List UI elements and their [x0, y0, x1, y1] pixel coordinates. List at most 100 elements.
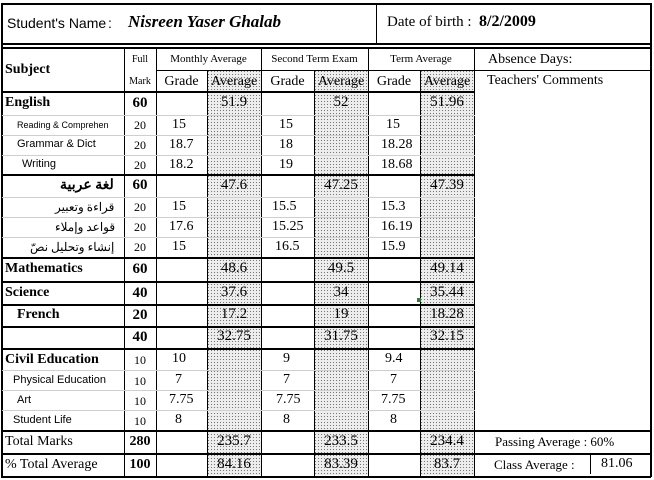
grid-line	[2, 135, 475, 136]
monthly-grade-value: 7.75	[169, 392, 194, 407]
full-mark-header-mark: Mark	[129, 76, 151, 87]
term-grade-value: 9.4	[385, 351, 403, 366]
subject-label: Writing	[22, 158, 57, 170]
monthly-average-column-shade	[207, 70, 261, 475]
grid-line	[1, 326, 475, 328]
term-grade-value: 15.3	[381, 199, 406, 214]
monthly-grade-value: 15	[172, 199, 186, 214]
percent-second-average: 83.39	[324, 456, 358, 472]
subject-label: French	[17, 307, 60, 322]
second-term-header: Second Term Exam	[271, 53, 358, 65]
class-average-box	[590, 454, 644, 474]
term-grade-value: 7.75	[381, 392, 406, 407]
monthly-grade-value: 15	[172, 239, 186, 254]
monthly-average-value: 32.75	[217, 328, 251, 344]
monthly-grade-value: 7	[175, 372, 182, 387]
grid-line	[1, 430, 651, 432]
term-grade-header: Grade	[376, 74, 412, 89]
grid-line	[2, 115, 475, 116]
term-average-subheader: Average	[423, 74, 471, 89]
dob-label: Date of birth :	[387, 14, 472, 30]
grid-line	[2, 370, 475, 371]
term-grade-value: 16.19	[381, 219, 413, 234]
monthly-grade-value: 18.7	[169, 137, 194, 152]
subject-label: Reading & Comprehen	[17, 120, 109, 130]
grid-line	[1, 476, 651, 478]
grid-line	[474, 47, 475, 477]
dob-value: 8/2/2009	[479, 13, 536, 30]
subject-label: لغة عربية	[60, 178, 114, 193]
grid-line	[1, 47, 651, 49]
grid-line	[1, 453, 651, 455]
second-grade-value: 15.25	[272, 219, 304, 234]
percent-total-label: % Total Average	[5, 457, 98, 472]
grid-line	[474, 70, 651, 71]
percent-full-mark: 100	[129, 457, 151, 472]
subject-header: Subject	[5, 62, 51, 77]
second-average-value: 52	[333, 94, 349, 110]
full-mark: 10	[134, 414, 146, 428]
grid-line	[1, 348, 475, 350]
teachers-comments-label: Teachers' Comments	[487, 73, 604, 88]
grid-line	[650, 3, 652, 477]
term-grade-value: 18.68	[381, 157, 413, 172]
monthly-grade-value: 18.2	[169, 157, 194, 172]
full-mark: 60	[132, 95, 148, 111]
grid-line	[124, 47, 125, 477]
term-grade-value: 15.9	[381, 239, 406, 254]
full-mark-header-full: Full	[131, 54, 149, 65]
second-grade-value: 9	[283, 351, 290, 366]
grid-line	[2, 237, 475, 238]
grid-line	[1, 281, 475, 283]
grid-line	[1, 3, 651, 5]
cell-marker	[417, 298, 421, 302]
monthly-grade-value: 15	[172, 117, 186, 132]
grid-line	[2, 197, 475, 198]
term-grade-value: 18.28	[381, 137, 413, 152]
second-average-value: 19	[333, 306, 349, 322]
term-average-value: 51.96	[430, 94, 464, 110]
monthly-average-value: 51.9	[220, 94, 248, 110]
full-mark: 20	[134, 200, 146, 214]
term-average-header: Term Average	[390, 53, 452, 65]
monthly-average-subheader: Average	[210, 74, 258, 89]
total-second-average: 233.5	[324, 433, 358, 449]
term-average-value: 32.15	[430, 328, 464, 344]
second-average-value: 49.5	[327, 260, 355, 276]
grid-line	[1, 91, 475, 93]
grid-line	[261, 47, 262, 477]
full-mark: 10	[134, 374, 146, 388]
term-grade-value: 7	[390, 372, 397, 387]
full-mark: 10	[134, 394, 146, 408]
monthly-average-header: Monthly Average	[170, 53, 247, 65]
subject-label: قواعد وإملاء	[55, 220, 116, 234]
total-monthly-average: 235.7	[217, 433, 251, 449]
monthly-grade-value: 17.6	[169, 219, 194, 234]
grid-line	[314, 70, 315, 477]
monthly-average-value: 48.6	[220, 260, 248, 276]
class-average-label: Class Average :	[494, 457, 575, 472]
monthly-average-value: 17.2	[220, 306, 248, 322]
grid-line	[156, 70, 474, 71]
second-grade-value: 19	[279, 157, 293, 172]
grid-line	[376, 3, 377, 43]
term-grade-value: 8	[390, 412, 397, 427]
grid-line	[1, 3, 3, 477]
student-name-label: Student's Name	[7, 15, 107, 31]
total-term-average: 234.4	[430, 433, 464, 449]
subject-label: Science	[5, 285, 50, 300]
subject-label: Civil Education	[5, 352, 99, 367]
grid-line	[368, 47, 369, 477]
second-grade-value: 8	[283, 412, 290, 427]
monthly-average-value: 37.6	[220, 284, 248, 300]
full-mark: 40	[132, 329, 148, 345]
grid-line	[2, 217, 475, 218]
term-grade-value: 15	[386, 117, 400, 132]
subject-label: Student Life	[13, 414, 72, 426]
second-average-subheader: Average	[317, 74, 365, 89]
subject-label: إنشاء وتحليل نصّ	[30, 240, 115, 254]
absence-days-label: Absence Days:	[488, 52, 573, 67]
second-average-value: 31.75	[324, 328, 358, 344]
grid-line	[420, 70, 421, 477]
